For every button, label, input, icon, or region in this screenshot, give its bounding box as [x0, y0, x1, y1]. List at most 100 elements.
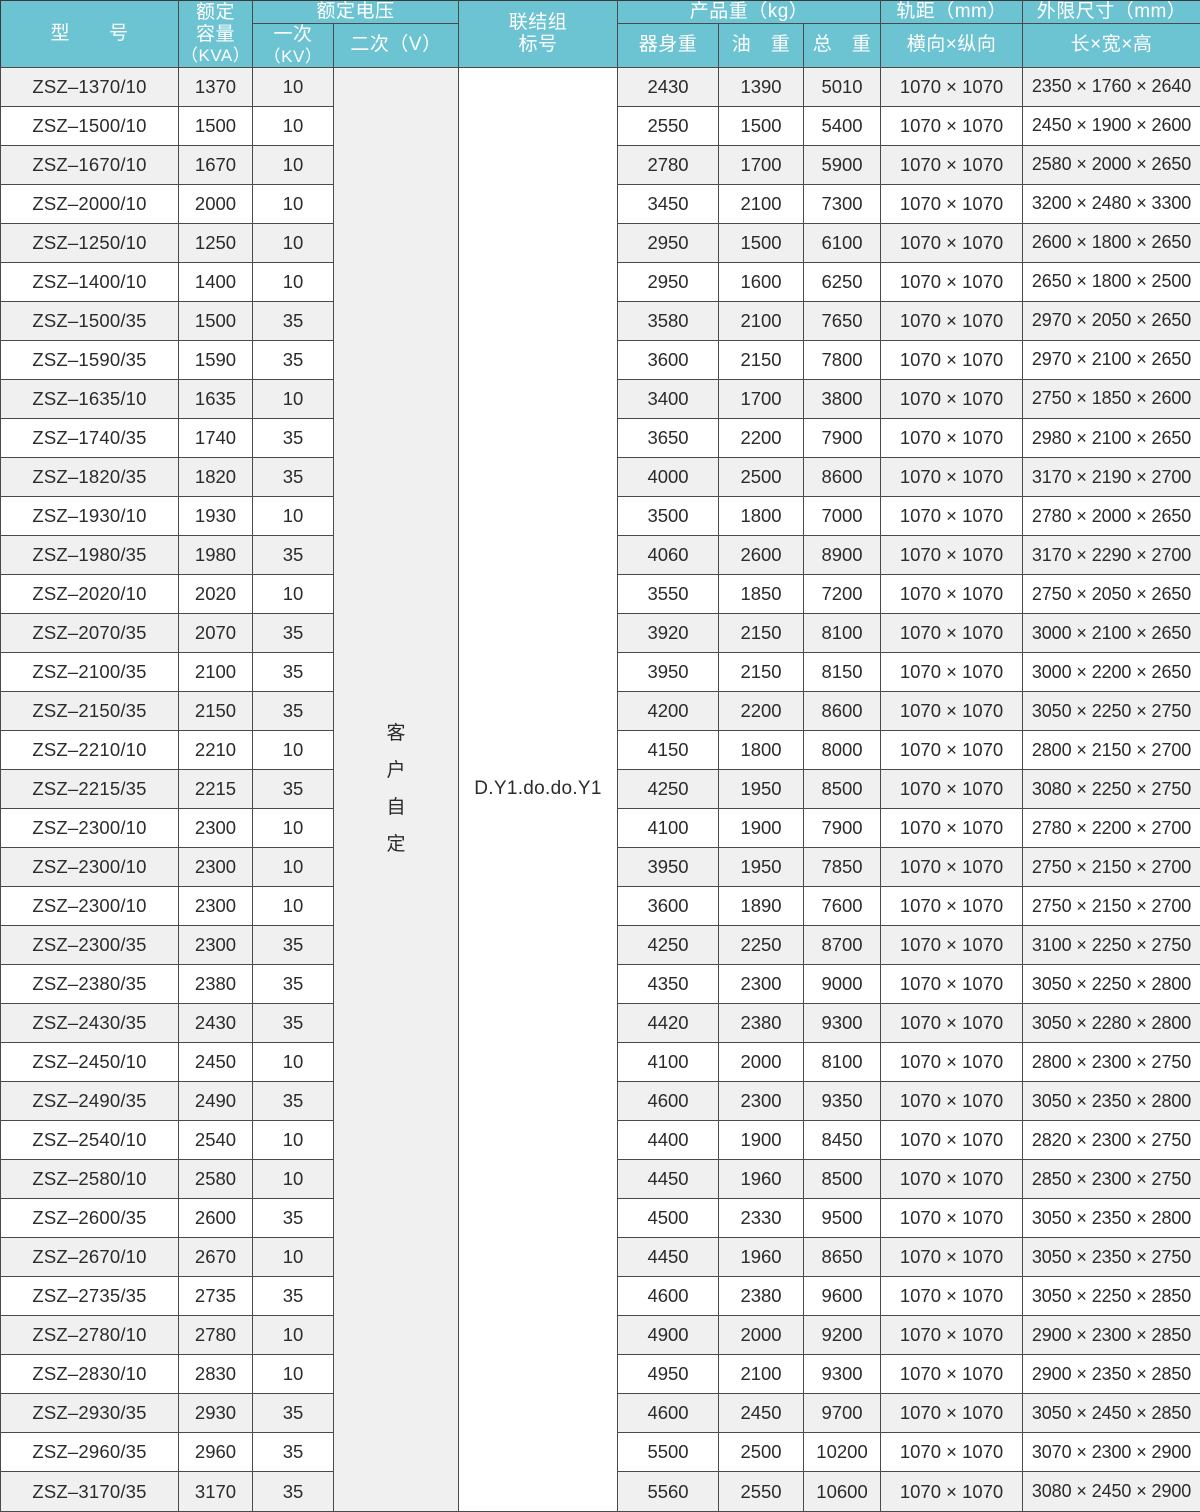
cell-weight-body: 3500 — [617, 496, 720, 537]
table-row: ZSZ–1590/35 1590 35 3600 2150 7800 1070 × 1070… — [0, 339, 1200, 380]
header-voltage-primary-unit: （KV） — [263, 46, 323, 66]
cell-weight-total: 8700 — [803, 925, 882, 966]
cell-voltage-primary: 10 — [252, 222, 334, 263]
cell-model: ZSZ–2215/35 — [0, 769, 179, 810]
cell-overall-dims: 2970 × 2050 × 2650 — [1022, 300, 1200, 341]
cell-track-gauge: 1070 × 1070 — [880, 769, 1024, 810]
table-row: ZSZ–2215/35 2215 35 4250 1950 8500 1070 × 1070… — [0, 769, 1200, 810]
cell-weight-total: 9300 — [803, 1354, 882, 1395]
cell-model: ZSZ–2540/10 — [0, 1120, 179, 1161]
cell-weight-oil: 1900 — [718, 1120, 805, 1161]
cell-track-gauge: 1070 × 1070 — [880, 1471, 1024, 1512]
cell-overall-dims: 3050 × 2350 × 2800 — [1022, 1198, 1200, 1239]
cell-weight-body: 4600 — [617, 1081, 720, 1122]
cell-weight-total: 7900 — [803, 808, 882, 849]
cell-model: ZSZ–2600/35 — [0, 1198, 179, 1239]
cell-weight-total: 7900 — [803, 417, 882, 459]
cell-voltage-primary: 10 — [252, 1042, 334, 1083]
cell-rated-capacity: 2960 — [178, 1432, 253, 1473]
cell-model: ZSZ–2150/35 — [0, 691, 179, 732]
table-row: ZSZ–2430/35 2430 35 4420 2380 9300 1070 × 1070… — [0, 1003, 1200, 1044]
cell-voltage-primary: 10 — [252, 1354, 334, 1395]
cell-track-gauge: 1070 × 1070 — [880, 1120, 1024, 1161]
cell-voltage-secondary-merged: 客户自定 — [332, 66, 460, 1512]
cell-overall-dims: 3200 × 2480 × 3300 — [1022, 183, 1200, 224]
header-model: 型 号 — [0, 0, 179, 68]
cell-model: ZSZ–2580/10 — [0, 1159, 179, 1200]
table-row: ZSZ–1740/35 1740 35 3650 2200 7900 1070 × 1070… — [0, 417, 1200, 459]
cell-voltage-primary: 10 — [252, 144, 334, 185]
cell-weight-oil: 2600 — [718, 535, 805, 576]
cell-voltage-primary: 10 — [252, 847, 334, 888]
cell-weight-total: 8900 — [803, 535, 882, 576]
cell-rated-capacity: 1250 — [178, 222, 253, 263]
cell-voltage-primary: 35 — [252, 613, 334, 654]
cell-voltage-primary: 10 — [252, 886, 334, 927]
cell-weight-total: 8100 — [803, 1042, 882, 1083]
cell-weight-total: 8500 — [803, 1159, 882, 1200]
cell-track-gauge: 1070 × 1070 — [880, 1042, 1024, 1083]
cell-voltage-primary: 35 — [252, 1471, 334, 1512]
cell-weight-body: 2430 — [617, 66, 720, 107]
cell-voltage-primary: 35 — [252, 417, 334, 459]
cell-weight-oil: 2200 — [718, 417, 805, 459]
header-weight-total: 总 重 — [803, 23, 882, 68]
cell-rated-capacity: 2210 — [178, 730, 253, 771]
cell-model: ZSZ–2100/35 — [0, 652, 179, 693]
table-row: ZSZ–2300/10 2300 10 3950 1950 7850 1070 × 1070… — [0, 847, 1200, 888]
cell-weight-oil: 2100 — [718, 1354, 805, 1395]
cell-weight-oil: 1960 — [718, 1237, 805, 1278]
cell-weight-body: 3650 — [617, 417, 720, 459]
table-row: ZSZ–2450/10 2450 10 4100 2000 8100 1070 × 1070… — [0, 1042, 1200, 1083]
cell-weight-body: 3950 — [617, 847, 720, 888]
cell-voltage-primary: 35 — [252, 1003, 334, 1044]
cell-weight-total: 7850 — [803, 847, 882, 888]
cell-weight-body: 3550 — [617, 574, 720, 615]
cell-track-gauge: 1070 × 1070 — [880, 339, 1024, 380]
table-row: ZSZ–2830/10 2830 10 4950 2100 9300 1070 × 1070… — [0, 1354, 1200, 1395]
table-row: ZSZ–2960/35 2960 35 5500 2500 10200 1070 × 107… — [0, 1432, 1200, 1473]
cell-weight-body: 3950 — [617, 652, 720, 693]
table-row: ZSZ–2670/10 2670 10 4450 1960 8650 1070 × 1070… — [0, 1237, 1200, 1278]
cell-rated-capacity: 2380 — [178, 964, 253, 1005]
cell-overall-dims: 3170 × 2290 × 2700 — [1022, 535, 1200, 576]
cell-overall-dims: 2800 × 2300 × 2750 — [1022, 1042, 1200, 1083]
cell-overall-dims: 2750 × 1850 × 2600 — [1022, 378, 1200, 420]
cell-weight-oil: 2330 — [718, 1198, 805, 1239]
header-connection-group: 联结组 标号 — [458, 0, 619, 68]
cell-weight-oil: 1700 — [718, 144, 805, 185]
cell-weight-total: 9350 — [803, 1081, 882, 1122]
cell-weight-body: 4350 — [617, 964, 720, 1005]
cell-track-gauge: 1070 × 1070 — [880, 457, 1024, 498]
cell-overall-dims: 2780 × 2200 × 2700 — [1022, 808, 1200, 849]
cell-track-gauge: 1070 × 1070 — [880, 261, 1024, 302]
cell-rated-capacity: 2300 — [178, 886, 253, 927]
cell-weight-body: 2950 — [617, 261, 720, 302]
cell-model: ZSZ–2070/35 — [0, 613, 179, 654]
cell-track-gauge: 1070 × 1070 — [880, 1003, 1024, 1044]
cell-model: ZSZ–1740/35 — [0, 417, 179, 459]
cell-rated-capacity: 1500 — [178, 105, 253, 146]
connection-symbol-label: D.Y1.do.do.Y1 — [474, 778, 602, 800]
cell-track-gauge: 1070 × 1070 — [880, 652, 1024, 693]
cell-weight-oil: 2500 — [718, 1432, 805, 1473]
cell-rated-capacity: 2830 — [178, 1354, 253, 1395]
vertical-char: 自 — [386, 797, 406, 819]
cell-weight-body: 4500 — [617, 1198, 720, 1239]
cell-voltage-primary: 10 — [252, 574, 334, 615]
cell-weight-body: 5560 — [617, 1471, 720, 1512]
cell-model: ZSZ–2300/35 — [0, 925, 179, 966]
cell-rated-capacity: 2450 — [178, 1042, 253, 1083]
cell-track-gauge: 1070 × 1070 — [880, 613, 1024, 654]
cell-rated-capacity: 2000 — [178, 183, 253, 224]
cell-weight-oil: 2200 — [718, 691, 805, 732]
cell-weight-body: 3920 — [617, 613, 720, 654]
cell-weight-body: 4200 — [617, 691, 720, 732]
table-row: ZSZ–2580/10 2580 10 4450 1960 8500 1070 × 1070… — [0, 1159, 1200, 1200]
cell-rated-capacity: 2600 — [178, 1198, 253, 1239]
cell-overall-dims: 3050 × 2250 × 2800 — [1022, 964, 1200, 1005]
cell-weight-oil: 1890 — [718, 886, 805, 927]
cell-weight-oil: 2550 — [718, 1471, 805, 1512]
cell-weight-body: 4450 — [617, 1237, 720, 1278]
